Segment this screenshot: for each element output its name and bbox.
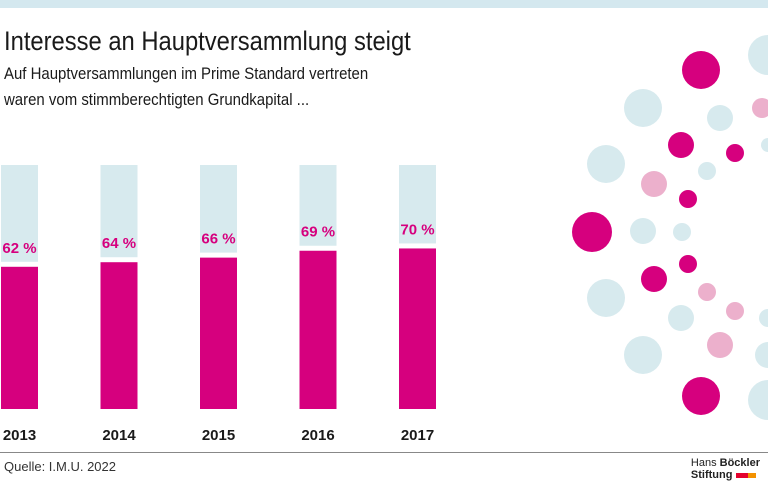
x-tick-label: 2015 bbox=[202, 427, 235, 444]
chart-subtitle-line2: waren vom stimmberechtigten Grundkapital… bbox=[4, 90, 310, 109]
decorative-circle bbox=[707, 105, 733, 131]
decorative-circle bbox=[752, 98, 768, 118]
bar-2014 bbox=[100, 262, 138, 409]
decorative-circle bbox=[641, 266, 667, 292]
decorative-circle bbox=[707, 332, 733, 358]
source-note: Quelle: I.M.U. 2022 bbox=[4, 459, 116, 474]
decorative-circle bbox=[630, 218, 656, 244]
x-tick-label: 2017 bbox=[401, 427, 434, 444]
hans-boeckler-logo: Hans Böckler Stiftung bbox=[691, 457, 760, 481]
decorative-circle bbox=[679, 190, 697, 208]
logo-text: Böckler bbox=[719, 457, 760, 469]
bar-2017 bbox=[399, 248, 436, 409]
decorative-circle bbox=[682, 377, 720, 415]
decorative-circle bbox=[572, 212, 612, 252]
background-bar bbox=[299, 165, 337, 246]
decorative-circle bbox=[668, 305, 694, 331]
value-label: 69 % bbox=[301, 224, 335, 241]
decorative-circle bbox=[679, 255, 697, 273]
decorative-circle bbox=[624, 336, 662, 374]
x-tick-label: 2013 bbox=[3, 427, 36, 444]
bar-2013 bbox=[1, 266, 38, 409]
background-bar bbox=[399, 165, 436, 244]
decorative-circle bbox=[755, 342, 768, 368]
bar-2016 bbox=[299, 250, 337, 409]
footer-divider bbox=[0, 452, 768, 453]
bar-2015 bbox=[200, 257, 237, 409]
decorative-circle bbox=[759, 309, 768, 327]
decorative-circle bbox=[673, 223, 691, 241]
decorative-circle bbox=[761, 138, 768, 152]
top-band bbox=[0, 0, 768, 8]
background-bar bbox=[200, 165, 237, 253]
decorative-circle bbox=[587, 279, 625, 317]
decorative-circle bbox=[726, 302, 744, 320]
decorative-circle bbox=[587, 145, 625, 183]
decorative-circle bbox=[698, 283, 716, 301]
value-label: 64 % bbox=[102, 235, 136, 252]
decorative-circle bbox=[726, 144, 744, 162]
value-label: 62 % bbox=[2, 240, 36, 257]
chart-title: Interesse an Hauptversammlung steigt bbox=[4, 26, 411, 56]
value-label: 66 % bbox=[201, 231, 235, 248]
background-bar bbox=[1, 165, 38, 262]
bar-chart: 62 % 2013 64 % 2014 66 % 2015 69 % 2016 70 % 2017 bbox=[1, 35, 768, 444]
decorative-circle bbox=[668, 132, 694, 158]
decorative-circle bbox=[682, 51, 720, 89]
decorative-circle bbox=[748, 380, 768, 420]
decorative-circle bbox=[641, 171, 667, 197]
logo-text: Hans bbox=[690, 457, 717, 469]
logo-text: Stiftung bbox=[690, 469, 733, 481]
value-label: 70 % bbox=[400, 221, 434, 238]
chart-subtitle-line1: Auf Hauptversammlungen im Prime Standard… bbox=[4, 64, 369, 83]
background-bar bbox=[100, 165, 138, 258]
x-tick-label: 2016 bbox=[301, 427, 334, 444]
x-tick-label: 2014 bbox=[102, 427, 136, 444]
decorative-circle bbox=[748, 35, 768, 75]
decorative-circle bbox=[624, 89, 662, 127]
decorative-circle bbox=[698, 162, 716, 180]
